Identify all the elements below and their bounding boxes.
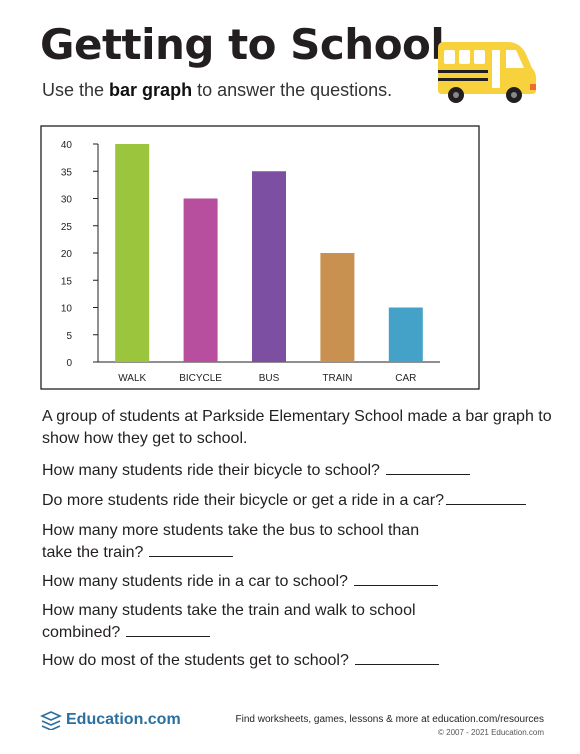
question-4-text: How many students ride in a car to schoo… — [42, 573, 348, 590]
bar-bus — [252, 171, 286, 362]
footer-copyright: © 2007 - 2021 Education.com — [438, 728, 544, 737]
x-label-walk: WALK — [118, 373, 146, 384]
x-label-bus: BUS — [259, 373, 280, 384]
question-4: How many students ride in a car to schoo… — [42, 571, 552, 593]
subtitle-pre: Use the — [42, 80, 110, 100]
x-label-train: TRAIN — [322, 373, 352, 384]
answer-blank-2[interactable] — [445, 490, 526, 505]
question-2-text: Do more students ride their bicycle or g… — [42, 492, 444, 509]
question-6: How do most of the students get to schoo… — [42, 650, 552, 672]
answer-blank-6[interactable] — [354, 650, 439, 665]
intro-text: A group of students at Parkside Elementa… — [42, 408, 552, 447]
page-subtitle: Use the bar graph to answer the question… — [42, 80, 392, 101]
answer-blank-1[interactable] — [385, 460, 470, 475]
question-5: How many students take the train and wal… — [42, 600, 442, 644]
question-2: Do more students ride their bicycle or g… — [42, 490, 552, 512]
bar-train — [320, 253, 355, 362]
y-tick-label: 35 — [61, 167, 73, 178]
education-logo: Education.com — [40, 710, 181, 730]
y-tick-label: 25 — [61, 222, 73, 233]
page-title: Getting to School — [40, 20, 445, 69]
y-tick-label: 5 — [66, 331, 72, 342]
bar-car — [388, 307, 423, 362]
question-1: How many students ride their bicycle to … — [42, 460, 552, 482]
x-label-car: CAR — [395, 373, 416, 384]
question-3: How many more students take the bus to s… — [42, 520, 452, 564]
y-tick-label: 30 — [61, 195, 73, 206]
y-tick-label: 15 — [61, 276, 73, 287]
subtitle-bold: bar graph — [109, 80, 193, 100]
education-logo-icon — [40, 711, 62, 730]
bar-chart: 0 5 10 15 20 25 30 35 40 WALK BICYCLE BUS TRAIN CAR — [40, 125, 480, 390]
question-5-text: How many students take the train and wal… — [42, 602, 416, 641]
footer-tagline: Find worksheets, games, lessons & more a… — [235, 714, 544, 725]
answer-blank-5[interactable] — [126, 622, 211, 637]
footer: Find worksheets, games, lessons & more a… — [236, 714, 544, 737]
answer-blank-3[interactable] — [149, 542, 234, 557]
y-tick-label: 40 — [61, 140, 73, 151]
logo-text: Education.com — [66, 711, 181, 728]
bar-bicycle — [183, 198, 218, 362]
y-tick-label: 20 — [61, 249, 73, 260]
answer-blank-4[interactable] — [353, 571, 438, 586]
school-bus-icon — [438, 42, 536, 103]
y-tick-label: 0 — [66, 358, 72, 369]
question-6-text: How do most of the students get to schoo… — [42, 652, 349, 669]
question-3-text: How many more students take the bus to s… — [42, 522, 420, 561]
chart-frame — [40, 125, 480, 390]
bars — [115, 144, 423, 362]
question-1-text: How many students ride their bicycle to … — [42, 462, 380, 479]
x-axis-labels: WALK BICYCLE BUS TRAIN CAR — [118, 373, 416, 384]
subtitle-post: to answer the questions. — [192, 80, 393, 100]
bar-walk — [115, 144, 150, 362]
x-label-bicycle: BICYCLE — [179, 373, 222, 384]
y-tick-label: 10 — [61, 304, 73, 315]
